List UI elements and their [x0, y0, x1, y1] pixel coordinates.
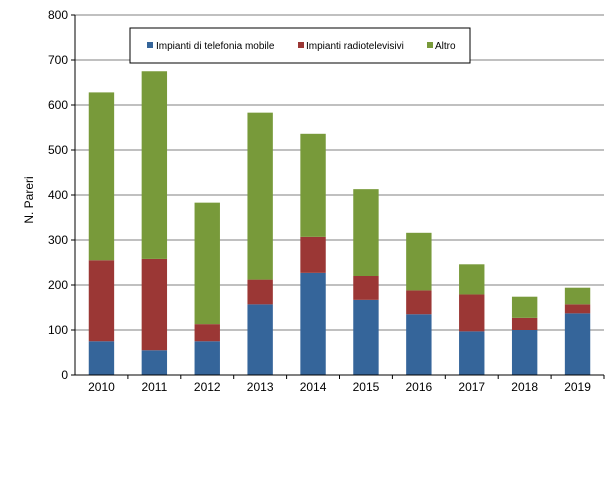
legend-swatch-altro: [427, 42, 433, 48]
bar-2011-series-2: [141, 71, 168, 259]
y-tick-label: 600: [48, 98, 68, 112]
bar-2019-series-2: [564, 287, 591, 305]
legend-swatch-mobile: [147, 42, 153, 48]
bar-2019-series-0: [564, 313, 591, 375]
legend-label-radiotv: Impianti radiotelevisivi: [306, 41, 404, 52]
y-tick-label: 300: [48, 233, 68, 247]
x-tick-label: 2018: [511, 380, 538, 394]
y-tick-label: 700: [48, 53, 68, 67]
legend-label-mobile: Impianti di telefonia mobile: [156, 41, 275, 52]
x-ticks: 2010 2011 2012 2013 2014 2015 2016 2017 2018 2019: [88, 375, 605, 394]
y-tick-label: 500: [48, 143, 68, 157]
y-tick-label: 400: [48, 188, 68, 202]
bar-2014-series-0: [300, 272, 326, 375]
bar-2013-series-0: [247, 304, 273, 375]
bar-2015-series-1: [353, 276, 379, 300]
bar-2012-series-2: [194, 202, 220, 325]
x-tick-label: 2011: [141, 380, 167, 394]
y-axis-title: N. Pareri: [22, 176, 36, 223]
x-tick-label: 2019: [564, 380, 591, 394]
bar-2017-series-1: [459, 294, 485, 332]
bar-2018-series-2: [511, 296, 538, 318]
x-tick-label: 2010: [88, 380, 115, 394]
x-tick-label: 2012: [194, 380, 221, 394]
legend-label-altro: Altro: [435, 41, 456, 52]
bar-2018-series-0: [511, 330, 538, 375]
y-tick-label: 100: [48, 323, 68, 337]
y-tick-label: 200: [48, 278, 68, 292]
bar-2014-series-1: [300, 236, 326, 273]
bar-2016-series-2: [406, 232, 432, 291]
bar-2011-series-0: [141, 350, 168, 375]
bar-2013-series-1: [247, 279, 273, 305]
x-tick-label: 2016: [405, 380, 432, 394]
legend-swatch-radiotv: [298, 42, 304, 48]
x-tick-label: 2017: [458, 380, 485, 394]
bar-2017-series-0: [459, 331, 485, 375]
bar-2010-series-0: [88, 341, 115, 375]
bar-2011-series-1: [141, 258, 168, 351]
x-tick-label: 2015: [353, 380, 380, 394]
bar-2013-series-2: [247, 112, 273, 280]
y-ticks: 0 100 200 300 400 500 600 700 800: [48, 8, 75, 382]
bars: [88, 71, 591, 375]
x-tick-label: 2013: [247, 380, 274, 394]
bar-2014-series-2: [300, 133, 326, 237]
y-tick-label: 800: [48, 8, 68, 22]
legend: Impianti di telefonia mobile Impianti ra…: [129, 27, 471, 64]
bar-2017-series-2: [459, 264, 485, 295]
bar-2018-series-1: [511, 317, 538, 330]
bar-2015-series-2: [353, 189, 379, 276]
bar-2015-series-0: [353, 299, 379, 375]
bar-2012-series-1: [194, 324, 220, 342]
y-tick-label: 0: [61, 368, 68, 382]
bar-2010-series-1: [88, 260, 115, 342]
bar-2012-series-0: [194, 341, 220, 375]
bar-2016-series-0: [406, 314, 432, 375]
bar-2019-series-1: [564, 304, 591, 314]
bar-2016-series-1: [406, 290, 432, 315]
bar-2010-series-2: [88, 92, 115, 261]
x-tick-label: 2014: [300, 380, 327, 394]
